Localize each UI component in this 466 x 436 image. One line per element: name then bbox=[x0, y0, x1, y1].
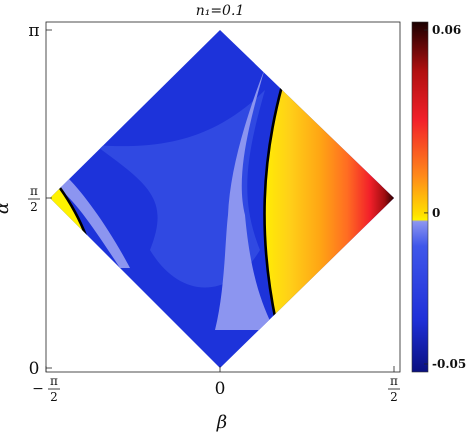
y-tick-label-text: π bbox=[28, 21, 39, 41]
y-tick-label: π bbox=[28, 21, 39, 41]
y-tick-label-numerator: π bbox=[30, 184, 38, 198]
colorbar-tick-label: 0.06 bbox=[432, 23, 461, 37]
saddle-region bbox=[95, 90, 265, 288]
x-tick-label-denominator: 2 bbox=[390, 390, 398, 404]
x-tick-label: 0 bbox=[215, 379, 226, 399]
positive-region-right bbox=[264, 60, 394, 330]
y-tick-label-text: 0 bbox=[29, 359, 40, 379]
light-blue-band-left bbox=[58, 178, 130, 268]
zero-contour-left bbox=[58, 187, 88, 237]
chart-title: n₁=0.1 bbox=[196, 3, 245, 19]
x-tick-label: − π 2 bbox=[32, 374, 60, 404]
plot-frame bbox=[45, 21, 401, 373]
x-tick-label-numerator: π bbox=[390, 374, 398, 388]
y-tick-label-denominator: 2 bbox=[30, 200, 38, 214]
x-tick-label-numerator: π bbox=[50, 374, 58, 388]
colorbar-tick-label: 0 bbox=[432, 206, 440, 220]
x-axis-label: β bbox=[216, 412, 227, 433]
zero-contour-right bbox=[263, 85, 284, 323]
colorbar-ticks: 0.06 0 -0.05 bbox=[424, 23, 466, 371]
x-tick-label-denominator: 2 bbox=[50, 390, 58, 404]
y-tick-label: 0 bbox=[29, 359, 40, 379]
x-tick-label: π2 bbox=[388, 374, 400, 404]
x-tick-label-sign: − bbox=[32, 381, 44, 397]
y-tick-label: π2 bbox=[28, 184, 40, 214]
heatmap-field bbox=[50, 30, 394, 368]
colorbar-gradient bbox=[411, 21, 429, 373]
x-tick-label-text: 0 bbox=[215, 379, 226, 399]
colorbar-tick-label: -0.05 bbox=[432, 357, 466, 371]
colorbar: 0.06 0 -0.05 bbox=[411, 21, 466, 373]
light-blue-band-right bbox=[215, 68, 272, 330]
y-axis-label: α bbox=[0, 202, 13, 214]
